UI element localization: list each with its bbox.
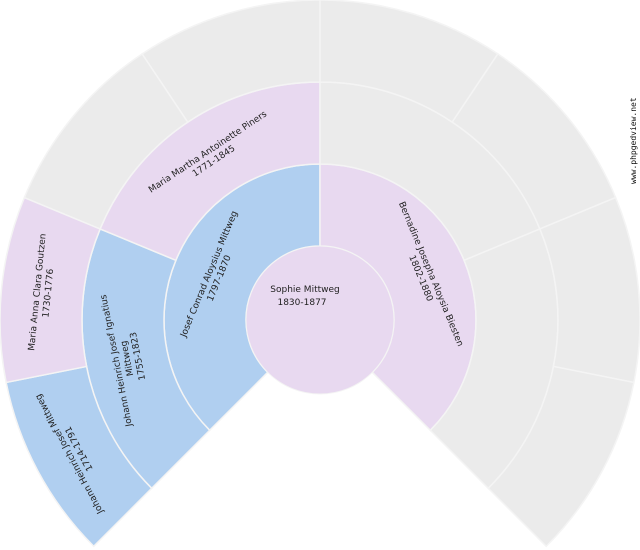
- watermark: www.phpgedview.net: [629, 97, 638, 184]
- empty-segment: [141, 0, 321, 124]
- root-person-name: Sophie Mittweg: [270, 285, 339, 295]
- ancestor-years: 1730-1776: [41, 268, 56, 318]
- empty-segment: [487, 365, 635, 548]
- root-person-years: 1830-1877: [277, 298, 326, 308]
- root-person-circle[interactable]: [245, 245, 395, 395]
